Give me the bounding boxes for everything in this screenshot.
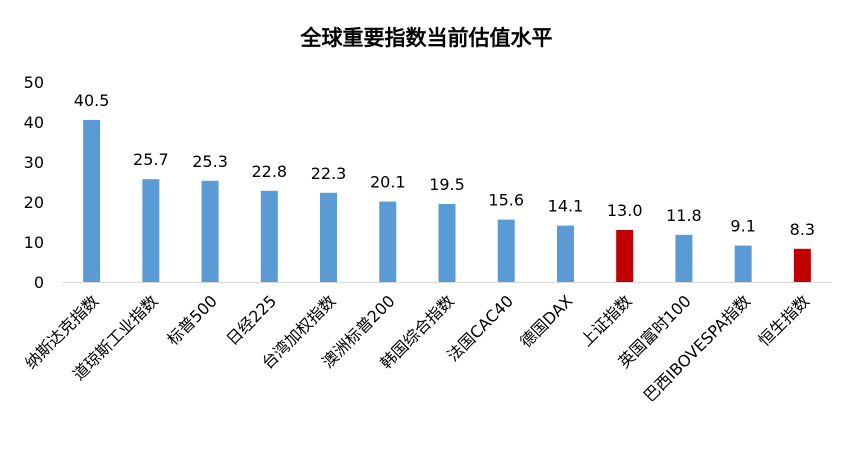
data-label: 22.8 <box>251 162 287 181</box>
bar <box>379 201 397 282</box>
data-label: 15.6 <box>488 191 524 210</box>
bar <box>675 234 693 282</box>
x-tick-label: 恒生指数 <box>755 291 814 350</box>
data-label: 14.1 <box>548 197 584 216</box>
bar <box>83 120 101 282</box>
bar <box>793 248 811 282</box>
bar <box>497 219 515 282</box>
data-label: 20.1 <box>370 173 406 192</box>
bar <box>320 192 338 282</box>
data-label: 40.5 <box>74 91 110 110</box>
data-label: 25.3 <box>192 152 228 171</box>
y-tick-label: 0 <box>34 273 44 292</box>
data-label: 22.3 <box>311 164 347 183</box>
data-label: 13.0 <box>607 201 643 220</box>
data-label: 11.8 <box>666 206 702 225</box>
chart-title: 全球重要指数当前估值水平 <box>300 26 553 50</box>
y-tick-label: 50 <box>24 73 44 92</box>
y-tick-label: 10 <box>24 233 44 252</box>
bar <box>616 230 634 282</box>
bar <box>734 245 752 282</box>
bar <box>260 190 278 282</box>
data-label: 25.7 <box>133 150 169 169</box>
data-label: 9.1 <box>730 217 755 236</box>
bar <box>556 225 574 282</box>
data-labels: 40.5 25.7 25.3 22.8 22.3 20.1 19.5 15.6 14.1 13.0… <box>74 91 815 239</box>
x-tick-label: 德国DAX <box>516 291 576 351</box>
y-tick-label: 30 <box>24 153 44 172</box>
data-label: 8.3 <box>790 220 815 239</box>
bar <box>201 180 219 282</box>
x-tick-label: 上证指数 <box>577 291 636 350</box>
data-label: 19.5 <box>429 175 465 194</box>
y-tick-label: 20 <box>24 193 44 212</box>
bar <box>438 204 456 282</box>
bar <box>142 179 160 282</box>
y-axis: 0 10 20 30 40 50 <box>24 73 44 292</box>
x-tick-label: 日经225 <box>222 291 280 349</box>
x-tick-label: 巴西IBOVESPA指数 <box>640 291 754 405</box>
bars <box>83 120 811 282</box>
x-tick-label: 标普500 <box>163 291 221 349</box>
y-tick-label: 40 <box>24 113 44 132</box>
